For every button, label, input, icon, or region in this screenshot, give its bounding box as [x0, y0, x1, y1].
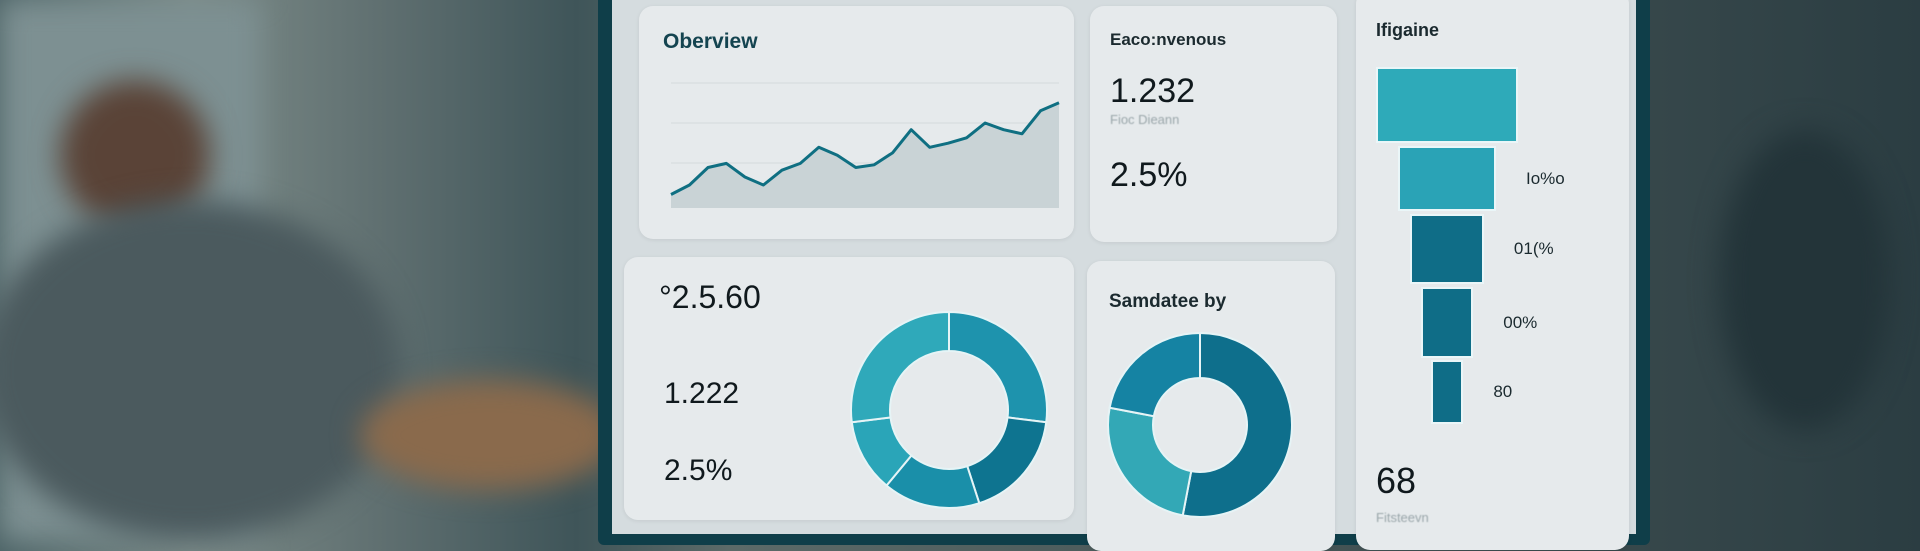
kpi-title: Eaco:nvenous [1110, 30, 1227, 49]
funnel-label: 00% [1503, 312, 1538, 332]
kpi-percent: 2.5% [1110, 156, 1188, 194]
donut-slice [1107, 406, 1193, 517]
funnel-bar [1420, 287, 1474, 358]
funnel-title: Ifigaine [1376, 20, 1440, 40]
overview-card: Oberview [639, 6, 1074, 239]
funnel-total-caption: Fitsteevn [1376, 510, 1429, 525]
samdatee-donut-chart [1107, 331, 1293, 518]
funnel-bar [1430, 360, 1464, 424]
series-line [670, 101, 1060, 196]
stat-value-3: 2.5% [664, 454, 733, 487]
funnel-label: Io%o [1525, 168, 1565, 188]
funnel-bar [1398, 146, 1496, 211]
donut-slice [948, 310, 1048, 424]
funnel-label: 01(% [1513, 239, 1554, 258]
overview-line-chart [670, 82, 1060, 208]
stat-value-2: 1.222 [664, 377, 740, 410]
kpi-value: 1.232 [1110, 72, 1196, 110]
donut-slice [1108, 331, 1201, 418]
samdatee-title: Samdatee by [1109, 291, 1227, 312]
donut-slice [1181, 331, 1293, 518]
kpi-caption: Fioc Dieann [1110, 112, 1180, 127]
donut-slice [965, 416, 1048, 505]
kpi-card: Eaco:nvenous 1.232 Fioc Dieann 2.5% [1090, 6, 1337, 242]
funnel-total: 68 [1376, 460, 1417, 501]
area-fill [671, 102, 1059, 208]
samdatee-card: Samdatee by [1087, 261, 1335, 551]
donut-slice [850, 310, 950, 424]
background-person-body [0, 200, 400, 540]
overview-title: Oberview [663, 30, 758, 53]
funnel-label: 80 [1493, 382, 1513, 401]
background-person-right [1720, 130, 1890, 430]
stats-donut-chart [850, 310, 1048, 509]
funnel-bar [1410, 214, 1484, 284]
background-desk [360, 380, 620, 490]
funnel-card: Ifigaine Io%o 01(% 00% 80 68 Fitsteevn [1356, 0, 1629, 550]
stats-card: °2.5.60 1.222 2.5% [624, 257, 1074, 520]
stat-value-1: °2.5.60 [659, 279, 761, 315]
funnel-bar [1376, 67, 1518, 143]
